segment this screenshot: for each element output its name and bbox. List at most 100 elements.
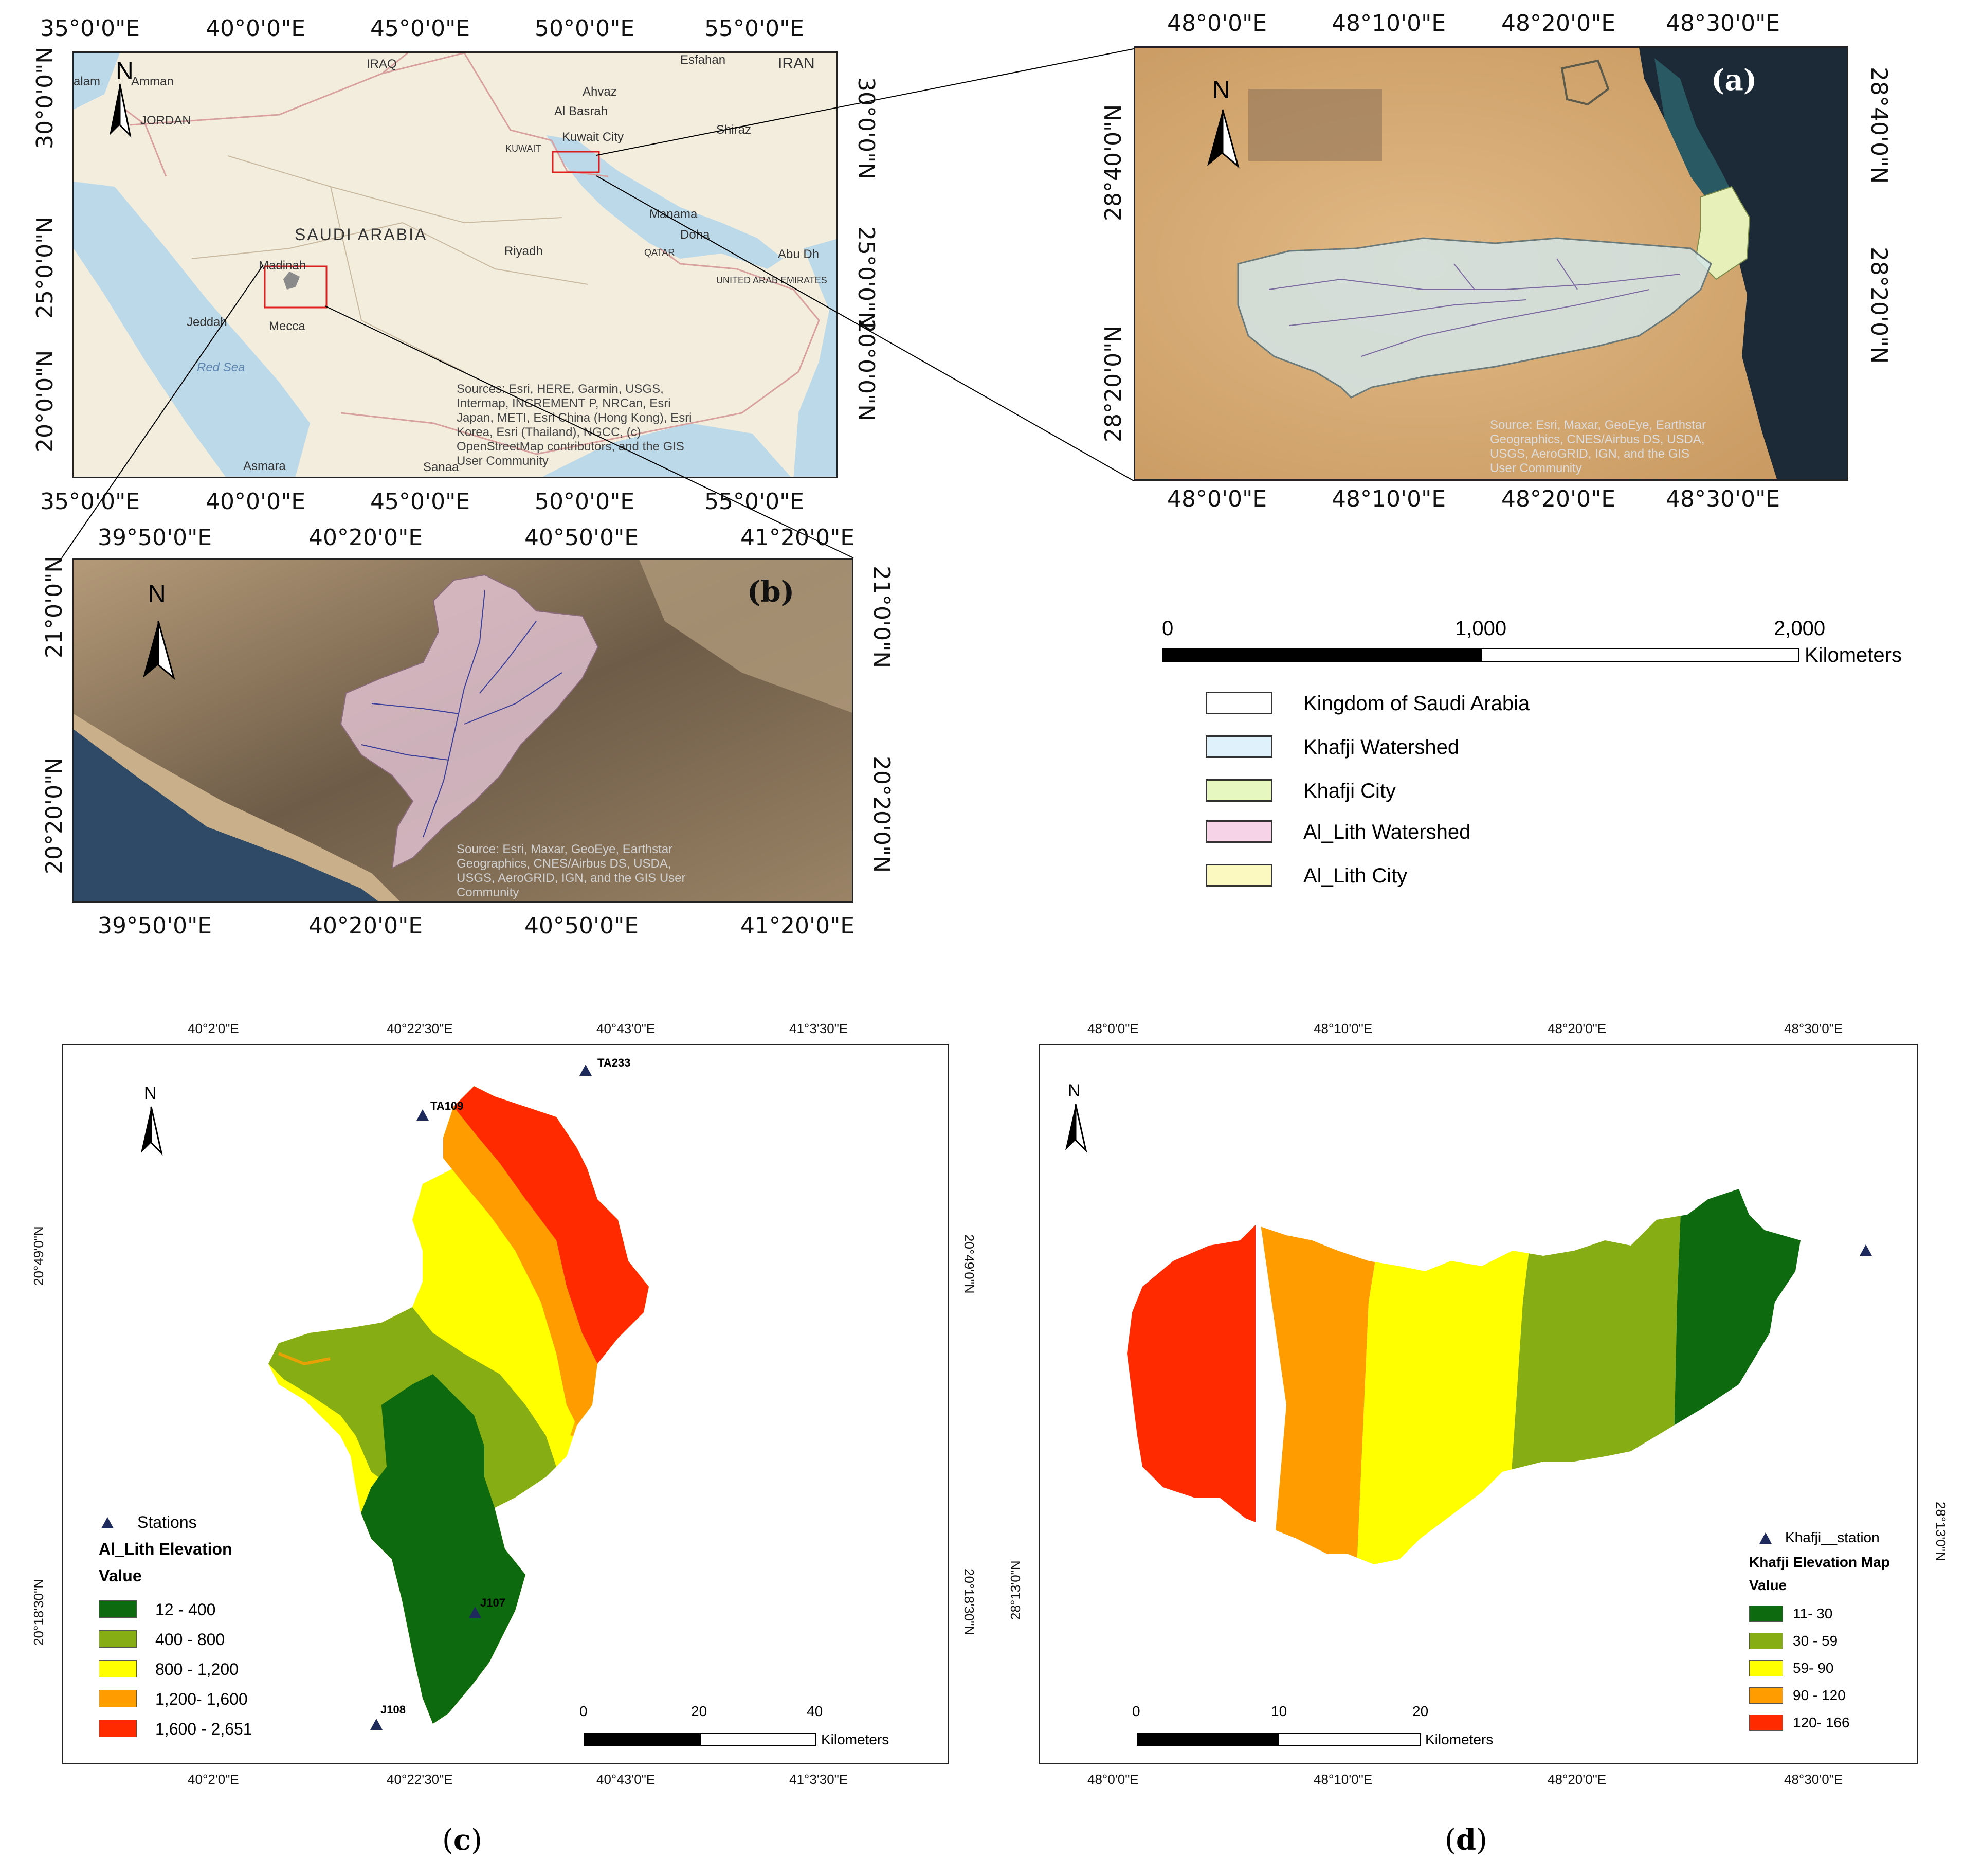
place-label: Riyadh <box>504 244 543 258</box>
overview-bottom-tick: 35°0'0"E <box>40 489 140 515</box>
place-label: JORDAN <box>140 114 191 128</box>
place-label: IRAQ <box>367 57 397 71</box>
panel-c-top-tick: 40°2'0"E <box>188 1021 239 1036</box>
panel-a-top-tick: 48°20'0"E <box>1501 10 1616 37</box>
place-label: SAUDI ARABIA <box>295 225 428 244</box>
panel-c-right-tick: 20°49'0"N <box>961 1234 977 1294</box>
north-label: N <box>1212 77 1230 104</box>
north-label: N <box>144 1084 157 1103</box>
legend-stations-label: Khafji__station <box>1785 1529 1880 1545</box>
north-label: N <box>148 581 166 608</box>
place-label: Ahvaz <box>583 85 617 99</box>
station-marker-icon <box>101 1517 114 1528</box>
panel-d-top-tick: 48°10'0"E <box>1314 1021 1373 1036</box>
station-label: TA233 <box>597 1056 631 1069</box>
panel-d-bottom-tick: 48°20'0"E <box>1548 1772 1607 1787</box>
place-label: IRAN <box>778 55 815 72</box>
panel-b-bottom-tick: 39°50'0"E <box>98 913 212 939</box>
legend-label: Al_Lith Watershed <box>1303 821 1471 843</box>
panel-a-bottom-tick: 48°10'0"E <box>1332 486 1446 512</box>
legend-class-label: 1,200- 1,600 <box>155 1690 248 1708</box>
panel-b-top-tick: 40°50'0"E <box>524 525 639 551</box>
panel-b-bottom-tick: 41°20'0"E <box>740 913 855 939</box>
panel-d-top-tick: 48°20'0"E <box>1548 1021 1607 1036</box>
panel-c-top-tick: 40°22'30"E <box>387 1021 453 1036</box>
panel-c-left-tick: 20°49'0"N <box>31 1226 46 1286</box>
overview-top-tick: 45°0'0"E <box>370 15 470 42</box>
legend-class-label: 12 - 400 <box>155 1600 216 1619</box>
overview-bottom-tick: 50°0'0"E <box>535 489 635 515</box>
scale-unit: Kilometers <box>1425 1731 1494 1747</box>
panel-d-top-tick: 48°0'0"E <box>1087 1021 1139 1036</box>
legend-swatch <box>1749 1633 1783 1649</box>
panel-b-frame: N (b) Source: Esri, Maxar, GeoEye, Earth… <box>72 558 853 903</box>
legend-label: Khafji City <box>1303 780 1396 802</box>
legend-class-label: 30 - 59 <box>1793 1633 1838 1649</box>
legend-swatch <box>1749 1660 1783 1676</box>
panel-c-frame: N TA233 TA109 J107 J108 Stations Al_Lith… <box>62 1044 949 1764</box>
place-label: Doha <box>680 228 710 242</box>
place-label: Red Sea <box>197 360 245 374</box>
legend-class-label: 1,600 - 2,651 <box>155 1720 252 1738</box>
legend-swatch <box>99 1630 137 1648</box>
panel-c-bottom-tick: 40°43'0"E <box>596 1772 656 1787</box>
panel-c-right-tick: 20°18'30"N <box>961 1568 977 1636</box>
overview-source: Sources: Esri, HERE, Garmin, USGS, Inter… <box>457 382 692 468</box>
panel-b-left-tick: 21°0'0"N <box>41 555 67 658</box>
panel-c-caption-letter: c <box>453 1823 471 1857</box>
place-label: Amman <box>131 75 174 88</box>
scale-label: 10 <box>1271 1703 1287 1719</box>
panel-a-top-tick: 48°10'0"E <box>1332 10 1446 37</box>
panel-c-elevation-map <box>141 1086 816 1746</box>
panel-c-bottom-tick: 40°2'0"E <box>188 1772 239 1787</box>
station-marker-icon <box>416 1109 429 1121</box>
legend-class-label: 11- 30 <box>1793 1606 1833 1621</box>
panel-d-right-tick: 28°13'0"N <box>1933 1502 1949 1561</box>
panel-d-bottom-tick: 48°0'0"E <box>1087 1772 1139 1787</box>
legend-stations-label: Stations <box>137 1513 197 1531</box>
panel-d-frame: N Khafji__station Khafji Elevation Map V… <box>1039 1044 1918 1764</box>
panel-a-bottom-tick: 48°20'0"E <box>1501 486 1616 512</box>
overview-top-tick: 35°0'0"E <box>40 15 140 42</box>
legend-class-label: 400 - 800 <box>155 1630 225 1649</box>
scale-unit: Kilometers <box>821 1731 889 1747</box>
panel-d-bottom-tick: 48°30'0"E <box>1784 1772 1843 1787</box>
panel-b-bottom-tick: 40°20'0"E <box>308 913 423 939</box>
panel-d-top-tick: 48°30'0"E <box>1784 1021 1843 1036</box>
scale-label: 40 <box>807 1703 823 1719</box>
panel-c-top-tick: 41°3'30"E <box>789 1021 848 1036</box>
station-marker-icon <box>1860 1244 1872 1256</box>
legend-class-label: 59- 90 <box>1793 1660 1834 1676</box>
overview-bottom-tick: 45°0'0"E <box>370 489 470 515</box>
station-label: TA109 <box>430 1099 464 1112</box>
panel-c-caption: (c) <box>442 1823 482 1857</box>
legend-label: Khafji Watershed <box>1303 736 1460 759</box>
legend-swatch <box>1206 779 1272 802</box>
panel-d-caption-letter: d <box>1456 1823 1477 1857</box>
overview-top-tick: 50°0'0"E <box>535 15 635 42</box>
panel-a-tag: (a) <box>1711 63 1757 97</box>
panel-c-bottom-tick: 40°22'30"E <box>387 1772 453 1787</box>
place-label: KUWAIT <box>505 143 541 154</box>
place-label: UNITED ARAB EMIRATES <box>716 275 827 285</box>
legend-swatch <box>1749 1687 1783 1704</box>
place-label: Asmara <box>243 459 286 473</box>
panel-b-bottom-tick: 40°50'0"E <box>524 913 639 939</box>
overview-top-tick: 55°0'0"E <box>704 15 805 42</box>
panel-a-source: Source: Esri, Maxar, GeoEye, Earthstar G… <box>1490 418 1706 475</box>
station-marker-icon <box>1759 1532 1772 1544</box>
legend-swatch <box>1206 820 1272 843</box>
panel-b-left-tick: 20°20'0"N <box>41 757 67 874</box>
station-label: J108 <box>380 1703 406 1716</box>
station-marker-icon <box>579 1065 592 1076</box>
legend-swatch <box>1206 735 1272 758</box>
panel-a-satellite <box>1135 48 1847 479</box>
panel-a-top-tick: 48°30'0"E <box>1666 10 1780 37</box>
panel-b-right-tick: 21°0'0"N <box>868 566 895 669</box>
north-label: N <box>116 58 134 85</box>
panel-a-left-tick: 28°20'0"N <box>1100 325 1126 442</box>
scale-unit: Kilometers <box>1805 644 1902 666</box>
panel-d-bottom-tick: 48°10'0"E <box>1314 1772 1373 1787</box>
scale-segment-black <box>1162 648 1481 662</box>
legend-swatch <box>99 1600 137 1618</box>
